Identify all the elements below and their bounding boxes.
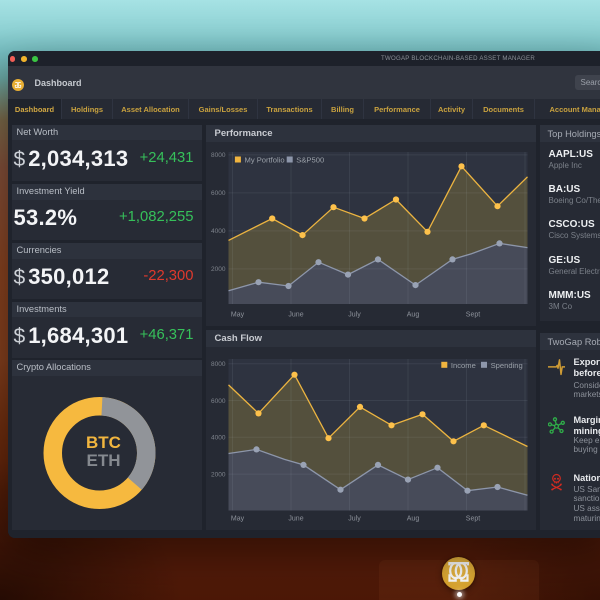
svg-text:S&P500: S&P500: [296, 155, 324, 164]
svg-text:ETH: ETH: [86, 451, 120, 470]
svg-text:Aug: Aug: [406, 516, 419, 523]
svg-text:July: July: [348, 516, 361, 523]
svg-text:BTC: BTC: [86, 433, 121, 452]
svg-text:Sept: Sept: [465, 311, 479, 318]
svg-text:Spending: Spending: [490, 361, 522, 370]
svg-text:May: May: [230, 516, 244, 523]
svg-text:8000: 8000: [211, 361, 226, 368]
svg-text:4000: 4000: [211, 228, 226, 235]
svg-text:2000: 2000: [211, 471, 226, 478]
svg-text:6000: 6000: [211, 398, 226, 405]
svg-text:Sept: Sept: [465, 516, 479, 523]
svg-text:Income: Income: [450, 361, 475, 370]
svg-text:8000: 8000: [211, 152, 226, 159]
svg-text:Aug: Aug: [406, 311, 419, 318]
svg-text:2000: 2000: [211, 266, 226, 273]
svg-text:June: June: [288, 311, 303, 318]
svg-text:June: June: [288, 516, 303, 523]
svg-text:May: May: [230, 311, 244, 318]
svg-text:July: July: [348, 311, 361, 318]
svg-text:My Portfolio: My Portfolio: [244, 155, 284, 164]
svg-text:6000: 6000: [211, 190, 226, 197]
svg-text:4000: 4000: [211, 435, 226, 442]
